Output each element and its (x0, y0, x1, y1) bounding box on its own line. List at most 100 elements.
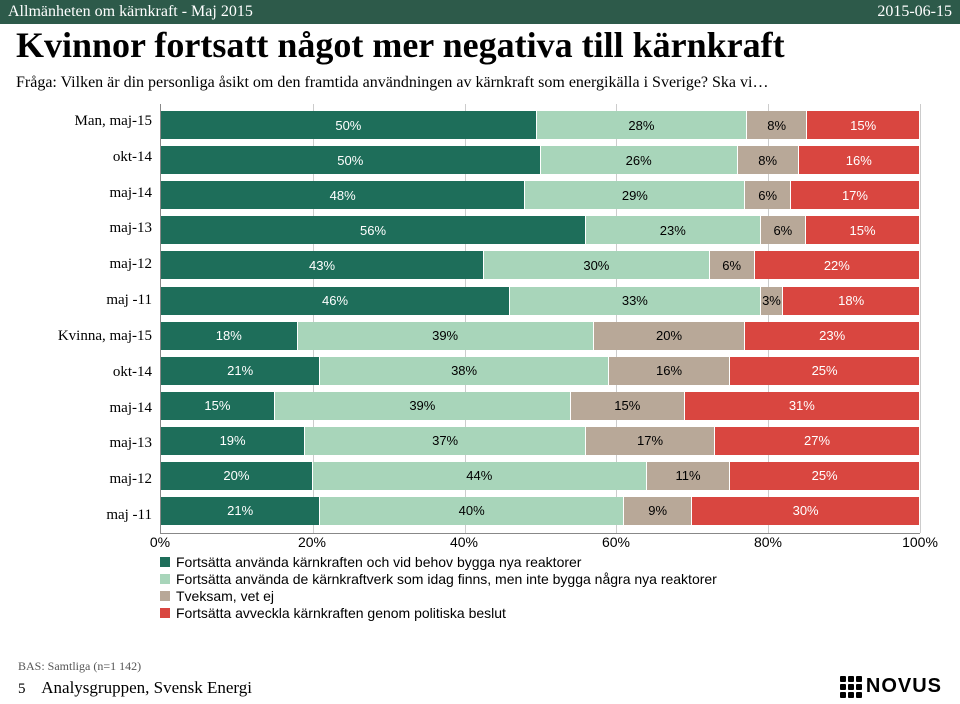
bar-segment: 30% (484, 251, 709, 279)
bar-row: 48%29%6%17% (161, 181, 920, 209)
bar-segment: 50% (161, 146, 541, 174)
bar-segment: 15% (807, 111, 920, 139)
bar-segment: 15% (571, 392, 685, 420)
x-tick: 60% (602, 534, 630, 550)
bar-segment: 25% (730, 462, 920, 490)
x-tick: 0% (150, 534, 170, 550)
bar-segment: 18% (161, 322, 298, 350)
page-subtitle: Fråga: Vilken är din personliga åsikt om… (0, 66, 960, 100)
bar-row: 20%44%11%25% (161, 462, 920, 490)
bar-segment: 46% (161, 287, 510, 315)
y-axis-label: maj-14 (40, 185, 152, 202)
bar-segment: 21% (161, 497, 320, 525)
logo-dots-icon (840, 676, 862, 698)
bar-segment: 26% (541, 146, 738, 174)
bar-segment: 39% (275, 392, 571, 420)
legend-swatch-icon (160, 557, 170, 567)
header-bar: Allmänheten om kärnkraft - Maj 2015 2015… (0, 0, 960, 24)
page-number: 5 (18, 681, 38, 698)
bar-segment: 31% (685, 392, 920, 420)
footer-left: 5 Analysgruppen, Svensk Energi (18, 678, 252, 698)
y-axis-label: maj-13 (40, 435, 152, 452)
bar-segment: 6% (710, 251, 755, 279)
legend-swatch-icon (160, 591, 170, 601)
bar-segment: 20% (594, 322, 746, 350)
plot-area: 50%28%8%15%50%26%8%16%48%29%6%17%56%23%6… (160, 104, 920, 534)
legend-label: Tveksam, vet ej (176, 588, 274, 604)
bar-segment: 50% (161, 111, 537, 139)
bar-segment: 23% (745, 322, 920, 350)
logo: NOVUS (840, 675, 942, 698)
bar-segment: 40% (320, 497, 624, 525)
legend-label: Fortsätta avveckla kärnkraften genom pol… (176, 605, 506, 621)
bar-segment: 29% (525, 181, 745, 209)
bar-segment: 48% (161, 181, 525, 209)
logo-text: NOVUS (866, 675, 942, 698)
bar-segment: 44% (313, 462, 647, 490)
bar-segment: 3% (761, 287, 784, 315)
bar-segment: 25% (730, 357, 920, 385)
y-axis-label: Kvinna, maj-15 (40, 328, 152, 345)
bar-segment: 16% (609, 357, 730, 385)
bar-segment: 22% (755, 251, 920, 279)
x-tick: 80% (754, 534, 782, 550)
bar-row: 18%39%20%23% (161, 322, 920, 350)
bar-segment: 28% (537, 111, 747, 139)
bar-row: 46%33%3%18% (161, 287, 920, 315)
legend-item: Fortsätta använda kärnkraften och vid be… (160, 554, 920, 570)
bar-row: 56%23%6%15% (161, 216, 920, 244)
bar-segment: 21% (161, 357, 320, 385)
legend-item: Tveksam, vet ej (160, 588, 920, 604)
bar-segment: 39% (298, 322, 594, 350)
sample-size-note: BAS: Samtliga (n=1 142) (18, 659, 141, 674)
y-axis-label: maj-13 (40, 220, 152, 237)
legend-item: Fortsätta avveckla kärnkraften genom pol… (160, 605, 920, 621)
legend-swatch-icon (160, 574, 170, 584)
bar-row: 21%38%16%25% (161, 357, 920, 385)
bars-container: 50%28%8%15%50%26%8%16%48%29%6%17%56%23%6… (161, 104, 920, 533)
gridline (920, 104, 921, 533)
x-tick: 40% (450, 534, 478, 550)
bar-segment: 43% (161, 251, 484, 279)
bar-segment: 8% (747, 111, 807, 139)
legend-label: Fortsätta använda kärnkraften och vid be… (176, 554, 581, 570)
bar-segment: 56% (161, 216, 586, 244)
footer: 5 Analysgruppen, Svensk Energi NOVUS (0, 675, 960, 698)
bar-segment: 27% (715, 427, 920, 455)
bar-segment: 30% (692, 497, 920, 525)
bar-row: 21%40%9%30% (161, 497, 920, 525)
bar-segment: 15% (161, 392, 275, 420)
bar-segment: 38% (320, 357, 608, 385)
legend: Fortsätta använda kärnkraften och vid be… (160, 554, 920, 621)
bar-row: 19%37%17%27% (161, 427, 920, 455)
y-axis-label: okt-14 (40, 149, 152, 166)
x-tick: 100% (902, 534, 938, 550)
bar-row: 50%28%8%15% (161, 111, 920, 139)
bar-row: 15%39%15%31% (161, 392, 920, 420)
header-left: Allmänheten om kärnkraft - Maj 2015 (8, 3, 253, 21)
bar-segment: 15% (806, 216, 920, 244)
bar-segment: 11% (647, 462, 730, 490)
y-axis-label: maj -11 (40, 292, 152, 309)
bar-segment: 37% (305, 427, 586, 455)
header-right: 2015-06-15 (877, 3, 952, 21)
y-axis-label: okt-14 (40, 364, 152, 381)
legend-item: Fortsätta använda de kärnkraftverk som i… (160, 571, 920, 587)
bar-segment: 17% (586, 427, 715, 455)
footer-org: Analysgruppen, Svensk Energi (41, 678, 252, 697)
x-axis: 0%20%40%60%80%100% (160, 534, 920, 554)
bar-segment: 33% (510, 287, 760, 315)
y-axis-label: maj -11 (40, 507, 152, 524)
bar-segment: 6% (745, 181, 791, 209)
bar-segment: 8% (738, 146, 799, 174)
y-axis-label: Man, maj-15 (40, 113, 152, 130)
bar-segment: 23% (586, 216, 761, 244)
y-axis-label: maj-14 (40, 400, 152, 417)
y-axis-label: maj-12 (40, 471, 152, 488)
legend-swatch-icon (160, 608, 170, 618)
bar-row: 50%26%8%16% (161, 146, 920, 174)
legend-label: Fortsätta använda de kärnkraftverk som i… (176, 571, 717, 587)
bar-row: 43%30%6%22% (161, 251, 920, 279)
bar-segment: 16% (799, 146, 920, 174)
page-title: Kvinnor fortsatt något mer negativa till… (0, 24, 960, 66)
